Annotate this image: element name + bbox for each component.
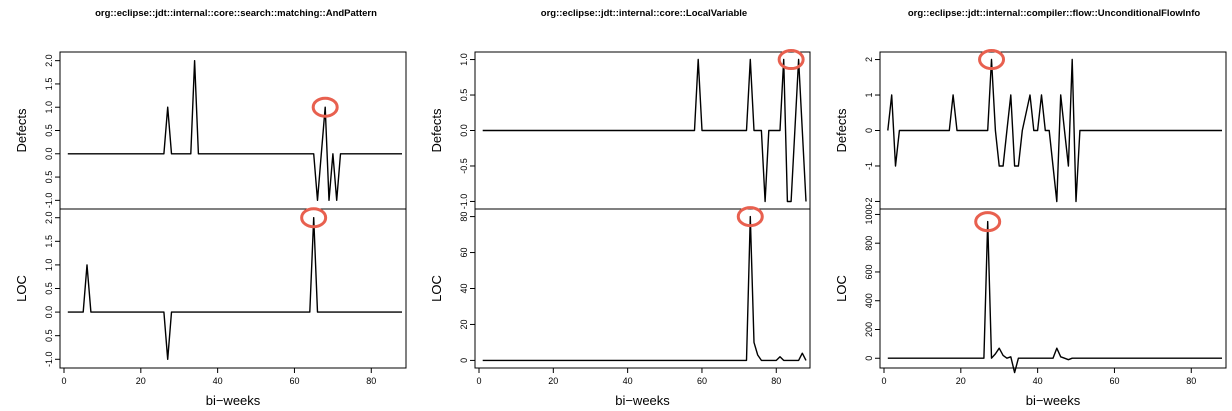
x-tick-label: 80 — [771, 376, 781, 386]
x-tick-label: 40 — [1033, 376, 1043, 386]
x-tick-label: 20 — [136, 376, 146, 386]
x-tick-label: 60 — [1109, 376, 1119, 386]
highlight-circle — [777, 49, 805, 71]
x-tick-label: 80 — [366, 376, 376, 386]
plot-frame — [474, 208, 811, 369]
plot-frame — [59, 208, 407, 369]
x-axis-label: bi−weeks — [206, 393, 261, 408]
y-tick-label: 80 — [459, 212, 469, 222]
y-tick-label: 0.5 — [44, 124, 54, 137]
x-axis-label: bi−weeks — [1026, 393, 1081, 408]
y-tick-label: 2 — [864, 57, 874, 62]
y-tick-label: 0.0 — [44, 148, 54, 161]
y-tick-label: 0 — [864, 128, 874, 133]
highlight-circle — [736, 206, 764, 228]
y-tick-label: 1.0 — [44, 101, 54, 114]
chart-title: org::eclipse::jdt::internal::core::searc… — [95, 8, 377, 19]
panel-defects: -1.0 0.5 0.0 0.5 1.0 1.5 2.0 Defects — [14, 51, 407, 210]
y-tick-label: 40 — [459, 283, 469, 293]
x-tick-label: 80 — [1186, 376, 1196, 386]
y-tick-label: 20 — [459, 319, 469, 329]
y-tick-label: -1 — [864, 162, 874, 170]
y-tick-label: 2.0 — [44, 211, 54, 224]
y-tick-label: 60 — [459, 248, 469, 258]
y-axis-label: LOC — [14, 275, 29, 302]
y-tick-label: -0.5 — [459, 158, 469, 174]
y-tick-label: 0.5 — [459, 89, 469, 102]
highlight-circle — [300, 207, 328, 229]
y-tick-label: 600 — [864, 264, 874, 279]
y-tick-label: 1.5 — [44, 235, 54, 248]
highlight-circle — [978, 49, 1006, 71]
y-tick-label: 400 — [864, 293, 874, 308]
x-tick-label: 20 — [548, 376, 558, 386]
y-axis-label: Defects — [14, 108, 29, 153]
y-tick-label: 0.5 — [44, 282, 54, 295]
x-axis-label: bi−weeks — [615, 393, 670, 408]
panel-defects: -1.0 -0.5 0.0 0.5 1.0 Defects — [429, 49, 811, 210]
y-tick-label: 0.0 — [459, 124, 469, 137]
y-tick-label: 1.0 — [459, 53, 469, 66]
y-tick-label: 200 — [864, 322, 874, 337]
y-tick-label: 1.0 — [44, 259, 54, 272]
y-tick-label: 1000 — [864, 204, 874, 224]
y-tick-label: 0.5 — [44, 329, 54, 342]
panel-loc: -1.0 0.5 0.0 0.5 1.0 1.5 2.0 LOC — [14, 207, 407, 369]
y-tick-label: -1.0 — [459, 194, 469, 210]
y-tick-label: 2.0 — [44, 54, 54, 67]
y-axis-label: LOC — [429, 275, 444, 302]
plot-frame — [59, 51, 407, 210]
series-line — [67, 216, 402, 360]
y-axis-label: Defects — [834, 108, 849, 153]
chart-3: org::eclipse::jdt::internal::compiler::f… — [834, 8, 1227, 408]
series-line — [887, 220, 1222, 374]
x-tick-label: 40 — [623, 376, 633, 386]
series-line — [482, 215, 807, 362]
y-tick-label: 0 — [459, 358, 469, 363]
series-line — [67, 60, 402, 202]
x-tick-label: 0 — [61, 376, 66, 386]
y-axis-label: Defects — [429, 108, 444, 153]
y-tick-label: -1.0 — [44, 352, 54, 368]
y-tick-label: 800 — [864, 236, 874, 251]
y-tick-label: 1.5 — [44, 78, 54, 91]
y-tick-label: 0 — [864, 356, 874, 361]
chart-title: org::eclipse::jdt::internal::compiler::f… — [908, 8, 1201, 19]
x-tick-label: 0 — [881, 376, 886, 386]
x-tick-label: 40 — [213, 376, 223, 386]
panel-defects: -2 -1 0 1 2 Defects — [834, 49, 1227, 210]
highlight-circle — [974, 211, 1002, 233]
y-tick-label: -2 — [864, 197, 874, 205]
chart-title: org::eclipse::jdt::internal::core::Local… — [541, 8, 747, 19]
y-tick-label: 0.0 — [44, 306, 54, 319]
highlight-circle — [311, 96, 339, 118]
y-axis-label: LOC — [834, 275, 849, 302]
x-tick-label: 0 — [476, 376, 481, 386]
panel-loc: 0 200 400 600 800 1000 LOC — [834, 204, 1227, 374]
chart-2: org::eclipse::jdt::internal::core::Local… — [429, 8, 811, 408]
y-tick-label: -1.0 — [44, 193, 54, 209]
x-tick-label: 60 — [697, 376, 707, 386]
chart-1: org::eclipse::jdt::internal::core::searc… — [14, 8, 407, 408]
y-tick-label: 1 — [864, 93, 874, 98]
series-line — [887, 58, 1222, 203]
y-tick-label: 0.5 — [44, 171, 54, 184]
x-tick-label: 60 — [289, 376, 299, 386]
x-tick-label: 20 — [956, 376, 966, 386]
plot-frame — [879, 208, 1227, 369]
panel-loc: 0 20 40 60 80 LOC — [429, 206, 811, 369]
series-line — [482, 58, 807, 203]
